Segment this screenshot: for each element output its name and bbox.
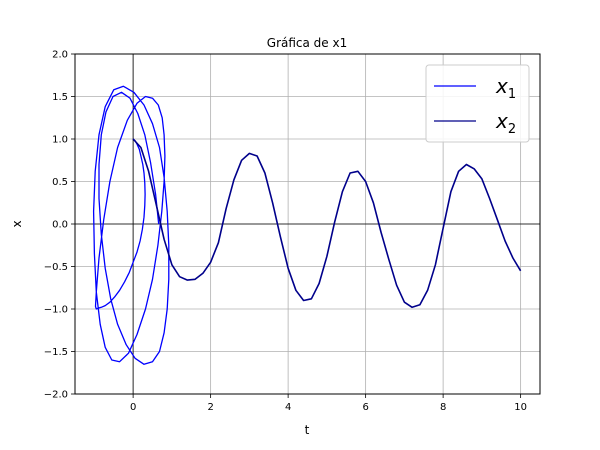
x-tick-label: 6: [362, 402, 368, 413]
y-tick-label: 0.0: [52, 220, 68, 231]
y-tick-label: 1.5: [52, 92, 68, 103]
series-line-x2: [132, 138, 522, 309]
x-tick-label: 0: [130, 402, 136, 413]
y-axis-label: x: [10, 220, 24, 227]
plot-area: 0 2 4 6 8 10 −2.0 −1.5 −1.0 −0.5 0.0 0.5 1.0 1.5 2.0 x1…: [44, 50, 541, 413]
x-axis-label: t: [305, 423, 310, 437]
legend-label-x1: x1: [495, 74, 516, 102]
y-tick-label: 2.0: [52, 50, 68, 61]
y-tick-label: 1.0: [52, 135, 68, 146]
x-tick-label: 8: [440, 402, 446, 413]
series-group: [92, 85, 522, 365]
series-line-x1: [92, 85, 170, 365]
y-tick-label: −1.0: [44, 305, 68, 316]
y-tick-label: −2.0: [44, 390, 68, 401]
x-tick-label: 2: [207, 402, 213, 413]
legend-label-x2: x2: [495, 109, 516, 137]
legend-box: [425, 64, 530, 143]
x-tick-label: 10: [514, 402, 527, 413]
chart-title: Gráfica de x1: [267, 36, 347, 50]
y-tick-label: 0.5: [52, 177, 68, 188]
y-tick-label: −1.5: [44, 347, 68, 358]
y-tick-label: −0.5: [44, 262, 68, 273]
x-tick-label: 4: [285, 402, 291, 413]
